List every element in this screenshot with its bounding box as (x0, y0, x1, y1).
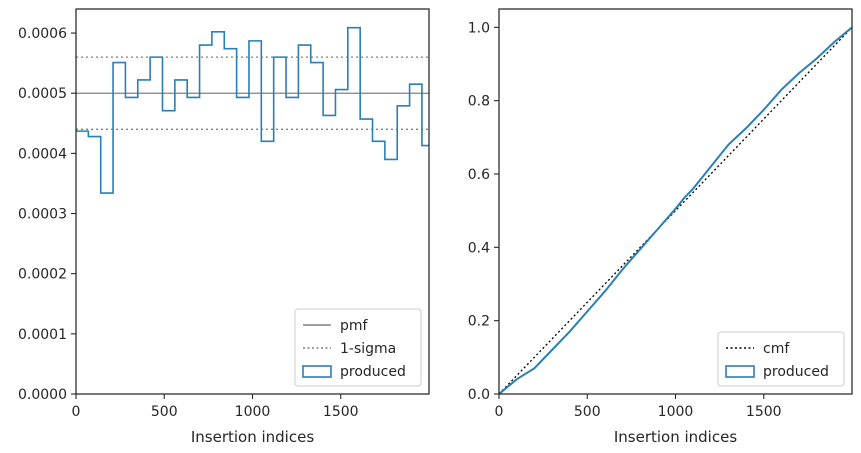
right-panel-cumulative: 0 500 1000 1500 0.0 0.2 0.4 0.6 0.8 1.0 Insertio… (468, 8, 853, 446)
right-x-axis-ticks: 0 500 1000 1500 (495, 394, 782, 420)
legend-label: produced (763, 364, 829, 380)
left-plot-marks (76, 26, 429, 194)
y-tick-label: 0.8 (468, 94, 490, 110)
y-tick-label: 1.0 (468, 20, 490, 36)
left-legend: pmf 1-sigma produced (294, 308, 422, 387)
produced-line-series (498, 26, 853, 395)
legend-label: pmf (340, 318, 369, 334)
y-tick-label: 0.0004 (18, 146, 67, 162)
x-tick-label: 500 (151, 404, 178, 420)
y-tick-label: 0.0005 (18, 86, 67, 102)
y-tick-label: 0.0000 (18, 387, 67, 403)
y-tick-label: 0.0 (468, 387, 490, 403)
y-tick-label: 0.0001 (18, 327, 67, 343)
x-tick-label: 1000 (658, 404, 694, 420)
legend-swatch-produced (725, 365, 755, 378)
left-x-axis-ticks: 0 500 1000 1500 (72, 394, 359, 420)
legend-box (717, 331, 845, 387)
y-tick-label: 0.0003 (18, 207, 67, 223)
x-tick-label: 1500 (323, 404, 359, 420)
left-y-axis-ticks: 0.0000 0.0001 0.0002 0.0003 0.0004 0.0005 0.00… (18, 26, 76, 403)
right-y-axis-ticks: 0.0 0.2 0.4 0.6 0.8 1.0 (468, 20, 499, 403)
left-panel-histogram: 0 500 1000 1500 0.00000.00010.00020.00030.0… (18, 8, 430, 446)
legend-label: produced (340, 364, 406, 380)
y-tick-label: 0.4 (468, 240, 490, 256)
cmf-line-series (498, 26, 853, 395)
y-tick-label: 0.0002 (18, 267, 67, 283)
right-x-axis-label: Insertion indices (614, 428, 737, 446)
y-tick-label: 0.2 (468, 314, 490, 330)
y-tick-label: 0.0006 (18, 26, 67, 42)
produced-step-series (76, 26, 429, 194)
left-x-axis-label: Insertion indices (191, 428, 314, 446)
x-tick-label: 0 (495, 404, 504, 420)
right-plot-marks (498, 26, 853, 395)
right-legend: cmf produced (717, 331, 845, 387)
y-tick-label: 0.6 (468, 167, 490, 183)
x-tick-label: 0 (72, 404, 81, 420)
x-tick-label: 1500 (746, 404, 782, 420)
x-tick-label: 500 (574, 404, 601, 420)
x-tick-label: 1000 (235, 404, 271, 420)
legend-label: 1-sigma (340, 341, 396, 357)
legend-swatch-produced (302, 365, 332, 378)
legend-label: cmf (763, 341, 790, 357)
